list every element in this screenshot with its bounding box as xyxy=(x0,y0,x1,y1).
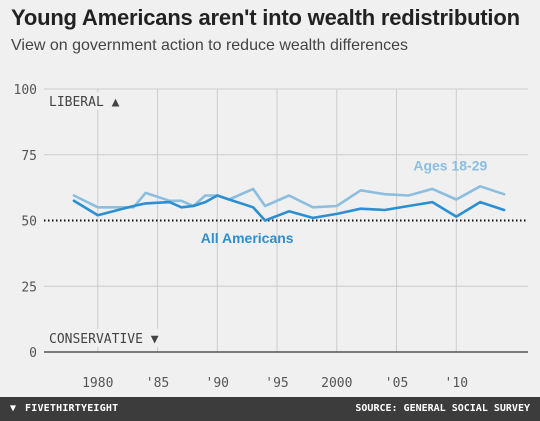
chart-subtitle: View on government action to reduce weal… xyxy=(11,37,408,54)
x-tick-label: 1980 xyxy=(82,376,113,391)
y-tick-label: 0 xyxy=(29,346,37,361)
series-label: Ages 18-29 xyxy=(413,158,487,174)
x-tick-label: '90 xyxy=(206,376,229,391)
brand: ▼ FIVETHIRTYEIGHT xyxy=(10,403,118,414)
x-tick-label: '05 xyxy=(385,376,408,391)
y-tick-label: 50 xyxy=(21,215,37,230)
line-chart: 0 25 50 75 100 1980 '85 '90 '95 2000 '05 '10 LIBERAL… xyxy=(14,83,528,391)
x-tick-label: '10 xyxy=(445,376,468,391)
series-line-ages-18-29 xyxy=(72,185,506,209)
x-tick-label: 2000 xyxy=(321,376,352,391)
brand-label: FIVETHIRTYEIGHT xyxy=(25,403,119,414)
axis-annotation: CONSERVATIVE ▼ xyxy=(49,332,159,347)
x-tick-label: '95 xyxy=(265,376,288,391)
series-label: All Americans xyxy=(201,230,294,246)
x-tick-label: '85 xyxy=(146,376,169,391)
source-credit: SOURCE: GENERAL SOCIAL SURVEY xyxy=(355,403,530,414)
y-tick-label: 75 xyxy=(21,149,37,164)
fivethirtyeight-logo-icon: ▼ xyxy=(10,403,17,414)
chart-title: Young Americans aren't into wealth redis… xyxy=(11,5,520,30)
y-tick-label: 100 xyxy=(14,83,37,98)
series-line-all-americans xyxy=(72,194,506,222)
y-tick-label: 25 xyxy=(21,280,37,295)
axis-annotation: LIBERAL ▲ xyxy=(49,95,120,110)
annotation-backdrop xyxy=(46,92,132,111)
footer-bar: ▼ FIVETHIRTYEIGHT SOURCE: GENERAL SOCIAL … xyxy=(0,397,540,421)
annotation-backdrop xyxy=(46,328,175,347)
